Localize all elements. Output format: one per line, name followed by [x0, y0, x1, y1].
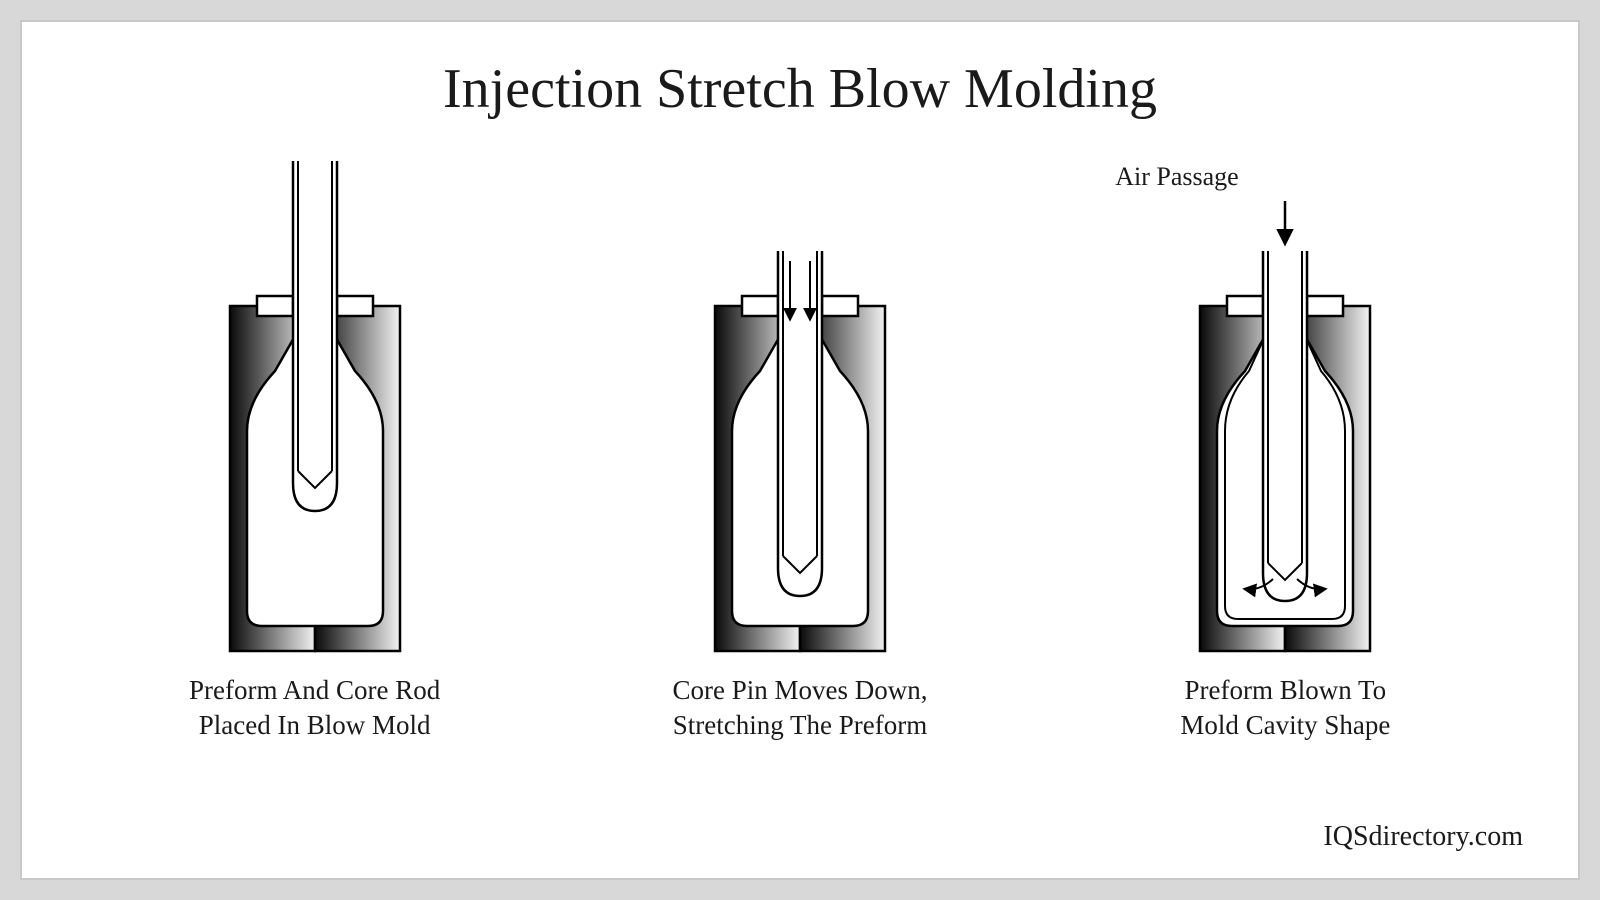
stage-3: Preform Blown To Mold Cavity Shape	[1085, 141, 1485, 743]
stage-2: Core Pin Moves Down, Stretching The Pref…	[600, 141, 1000, 743]
stage-1-caption: Preform And Core Rod Placed In Blow Mold	[189, 673, 440, 743]
stage-2-svg	[700, 141, 900, 661]
diagram-title: Injection Stretch Blow Molding	[72, 57, 1528, 121]
stage-1: Preform And Core Rod Placed In Blow Mold	[115, 141, 515, 743]
air-passage-label: Air Passage	[1077, 162, 1277, 192]
stage-2-caption: Core Pin Moves Down, Stretching The Pref…	[672, 673, 927, 743]
attribution-text: IQSdirectory.com	[1323, 821, 1523, 853]
stages-row: Preform And Core Rod Placed In Blow Mold	[72, 141, 1528, 743]
diagram-frame: Injection Stretch Blow Molding Air Passa…	[20, 20, 1580, 880]
stage-3-caption: Preform Blown To Mold Cavity Shape	[1180, 673, 1390, 743]
stage-3-svg	[1185, 141, 1385, 661]
stage-1-svg	[215, 141, 415, 661]
